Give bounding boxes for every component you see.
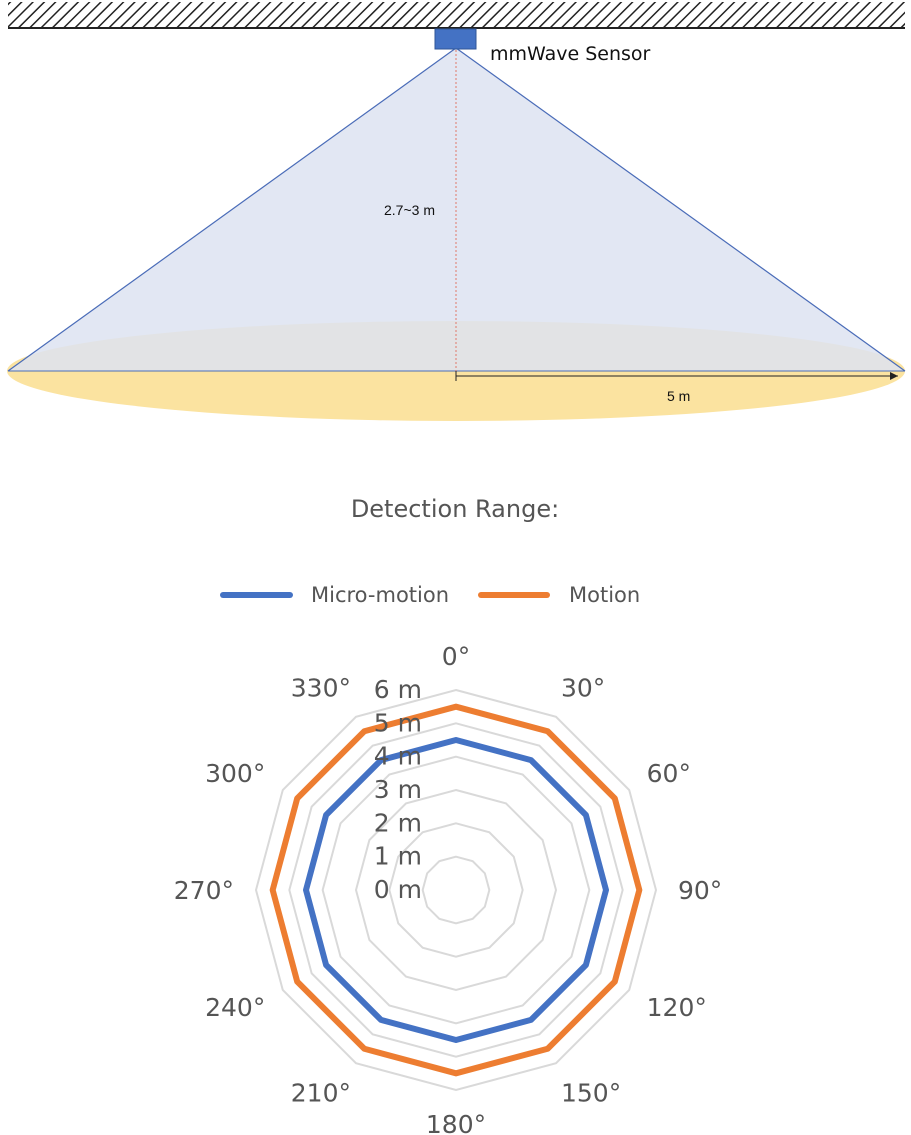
height-label: 2.7~3 m <box>384 202 435 218</box>
radar-grid-ring <box>354 788 558 992</box>
radar-ring-label: 0 m <box>374 875 422 904</box>
radar-ring-label: 3 m <box>374 775 422 804</box>
radar-angle-label: 330° <box>291 673 351 702</box>
cone-edge-right <box>455 47 906 372</box>
radar-ring-label: 6 m <box>374 675 422 704</box>
cone-edge-left <box>7 47 457 372</box>
radar-angle-label: 180° <box>426 1110 486 1135</box>
radar-grid <box>254 688 658 1092</box>
radius-label: 5 m <box>667 388 690 404</box>
ceiling-hatch <box>8 2 905 28</box>
radar-angle-label: 120° <box>647 993 707 1022</box>
radar-angle-label: 150° <box>561 1079 621 1108</box>
radar-grid-ring <box>388 822 524 958</box>
radar-angle-label: 210° <box>291 1079 351 1108</box>
radar-ring-label: 1 m <box>374 842 422 871</box>
chart-title: Detection Range: <box>351 495 559 523</box>
mmwave-sensor-box <box>434 28 477 50</box>
radar-angle-label: 0° <box>442 642 470 671</box>
radar-angle-labels: 0° 30° 60° 90° 120° 150° 180° 210° 240° 270° 300° 3… <box>174 642 723 1135</box>
radar-grid-ring <box>321 755 591 1025</box>
detection-cone <box>8 48 905 371</box>
radar-angle-label: 240° <box>205 993 265 1022</box>
radar-ring-labels: 0 m 1 m 2 m 3 m 4 m 5 m 6 m <box>374 675 422 904</box>
radar-series-motion <box>269 703 643 1077</box>
legend-label-motion: Motion <box>569 583 640 607</box>
radar-grid-ring <box>288 722 624 1058</box>
sensor-label: mmWave Sensor <box>490 43 651 65</box>
radar-series <box>269 703 643 1077</box>
radar-angle-label: 90° <box>678 876 722 905</box>
radar-angle-label: 60° <box>647 759 691 788</box>
chart-legend: Micro-motion Motion <box>220 583 640 607</box>
radar-angle-label: 270° <box>174 876 234 905</box>
radar-ring-label: 5 m <box>374 708 422 737</box>
radar-angle-label: 300° <box>205 759 265 788</box>
radar-grid-ring <box>421 855 491 925</box>
radar-ring-label: 4 m <box>374 742 422 771</box>
radar-angle-label: 30° <box>561 673 605 702</box>
legend-label-micro-motion: Micro-motion <box>311 583 449 607</box>
radar-series-micro-motion <box>303 737 609 1043</box>
radius-arrow-icon <box>890 372 898 380</box>
radar-ring-label: 2 m <box>374 808 422 837</box>
radar-grid-ring <box>254 688 658 1092</box>
